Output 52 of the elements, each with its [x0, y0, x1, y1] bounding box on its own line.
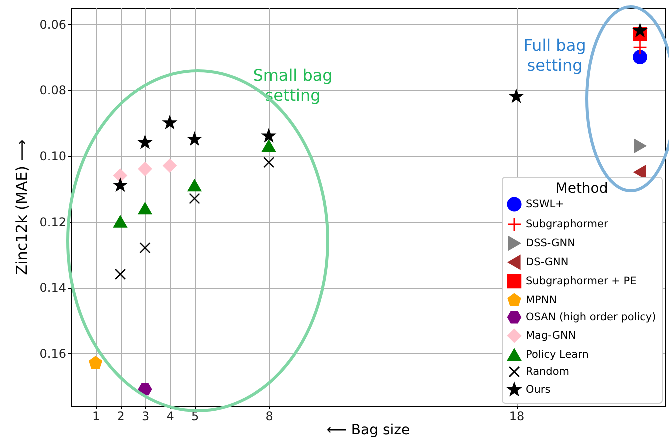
legend-label: MPNN: [526, 294, 558, 306]
point: [634, 139, 646, 154]
legend-label: OSAN (high order policy): [526, 312, 656, 324]
legend-title: Method: [556, 181, 608, 197]
point: [114, 178, 127, 192]
y-tick-label: 0.16: [40, 346, 66, 361]
x-tick-label: 2: [117, 410, 125, 424]
point: [164, 116, 176, 129]
x-tick-label: 3: [142, 410, 150, 424]
point: [188, 132, 202, 146]
point: [263, 157, 275, 168]
legend-label: Ours: [526, 384, 551, 396]
point: [262, 140, 276, 152]
point: [510, 90, 523, 102]
point: [262, 130, 276, 142]
legend-label: Subgraphormer + PE: [526, 276, 637, 288]
point: [114, 268, 126, 280]
point: [138, 383, 152, 396]
annotation: Full bag setting: [524, 36, 586, 75]
legend-label: DS-GNN: [526, 256, 569, 268]
point: [189, 193, 200, 204]
point: [633, 50, 648, 64]
y-tick-label: 0.06: [40, 18, 66, 32]
y-tick-label: 0.12: [40, 215, 66, 230]
x-tick-label: 1: [92, 410, 100, 424]
point: [633, 40, 648, 55]
y-axis-title: Zinc12k (MAE) ⟶: [12, 140, 31, 276]
point: [138, 136, 152, 148]
point: [634, 24, 647, 37]
point: [188, 180, 202, 192]
legend-label: Policy Learn: [526, 349, 589, 361]
point: [89, 356, 102, 370]
x-tick-label: 8: [266, 410, 274, 424]
legend-label: Subgraphormer: [526, 218, 609, 230]
legend-label: Mag-GNN: [526, 330, 576, 342]
legend-label: SSWL+: [526, 198, 564, 210]
point: [140, 242, 151, 254]
point: [114, 168, 128, 183]
point: [114, 216, 128, 228]
legend-label: Random: [526, 366, 570, 378]
annotation: Small bag setting: [253, 66, 333, 105]
x-axis-title: ⟵ Bag size: [326, 422, 410, 438]
point: [163, 158, 177, 173]
x-tick-label: 4: [166, 410, 174, 424]
y-tick-label: 0.14: [40, 281, 66, 296]
legend-label: DSS-GNN: [526, 238, 576, 250]
x-tick-label: 18: [509, 410, 525, 424]
point: [138, 202, 152, 215]
point: [138, 162, 152, 176]
x-tick-label: 5: [191, 410, 200, 424]
y-tick-label: 0.10: [40, 150, 66, 164]
y-tick-label: 0.08: [40, 84, 66, 98]
